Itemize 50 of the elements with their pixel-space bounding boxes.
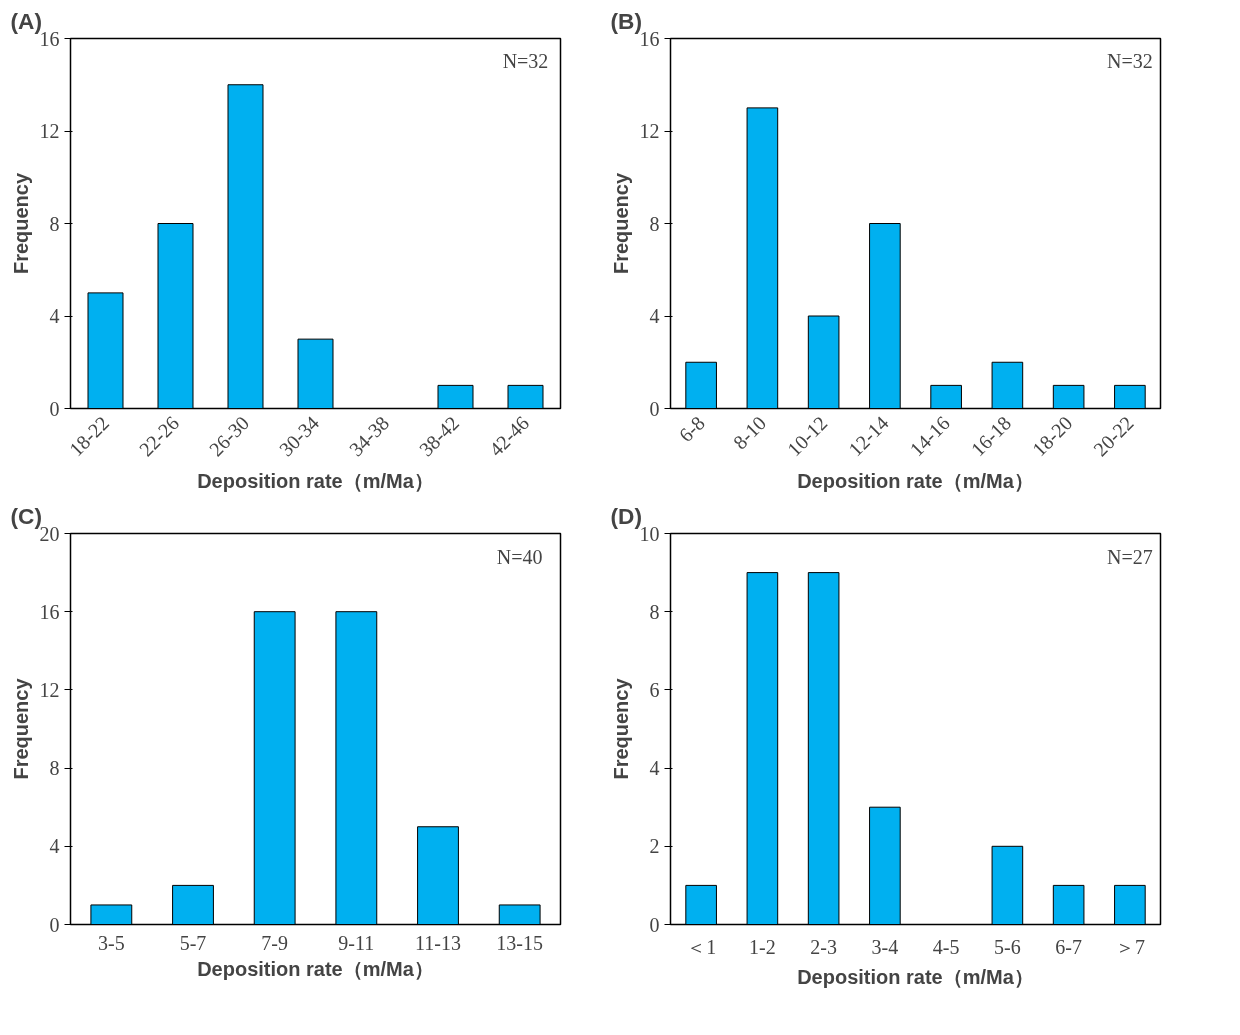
annotation: N=27 (1107, 545, 1153, 568)
chart-title: (B) (610, 7, 642, 34)
y-tick-label: 6 (649, 678, 660, 701)
x-tick-label: 7-9 (261, 931, 289, 954)
x-axis-title: Deposition rate（m/Ma） (797, 965, 1034, 988)
annotation: N=32 (502, 49, 549, 72)
x-tick-label: 5-7 (179, 931, 207, 954)
y-axis-title: Frequency (9, 172, 32, 275)
y-tick-label: 8 (649, 212, 660, 235)
y-tick-label: 8 (649, 600, 660, 623)
x-axis-title: Deposition rate（m/Ma） (197, 957, 434, 980)
x-tick-label: ＞7 (1114, 935, 1145, 958)
y-tick-label: 8 (49, 212, 60, 235)
annotation: N=40 (496, 545, 543, 568)
y-axis-title: Frequency (609, 677, 632, 780)
y-tick-label: 0 (49, 397, 60, 420)
y-tick-label: 4 (49, 835, 60, 858)
x-tick-label: 2-3 (810, 935, 837, 958)
y-tick-label: 0 (649, 397, 660, 420)
x-tick-label: 11-13 (415, 931, 461, 954)
x-tick-label: ＜1 (686, 935, 717, 958)
x-tick-label: 4-5 (932, 935, 960, 958)
y-tick-label: 8 (49, 757, 60, 780)
x-tick-label: 9-11 (338, 931, 375, 954)
x-axis-title: Deposition rate（m/Ma） (197, 470, 434, 493)
y-axis-title: Frequency (609, 172, 632, 275)
y-tick-label: 12 (39, 120, 60, 142)
x-tick-label: 6-7 (1055, 935, 1082, 958)
annotation: N=32 (1107, 49, 1153, 72)
y-tick-label: 16 (39, 600, 60, 623)
y-tick-label: 12 (39, 678, 60, 701)
x-tick-label: 13-15 (496, 931, 544, 954)
y-axis-title: Frequency (9, 677, 32, 780)
y-tick-label: 0 (649, 913, 660, 936)
y-tick-label: 4 (649, 757, 660, 780)
chart-title: (C) (10, 502, 42, 529)
chart-title: (D) (610, 502, 642, 529)
x-tick-label: 8-10 (728, 411, 771, 454)
y-tick-label: 4 (49, 305, 60, 327)
y-tick-label: 4 (649, 305, 660, 327)
y-tick-label: 2 (649, 835, 660, 858)
x-axis-title: Deposition rate（m/Ma） (797, 470, 1034, 493)
y-tick-label: 0 (49, 913, 60, 936)
x-tick-label: 3-5 (98, 931, 125, 954)
x-tick-label: 6-8 (674, 411, 709, 447)
x-tick-label: 1-2 (749, 935, 776, 958)
chart-title: (A) (10, 7, 42, 34)
x-tick-label: 5-6 (994, 935, 1021, 958)
x-tick-label: 3-4 (871, 935, 899, 958)
y-tick-label: 12 (639, 120, 660, 142)
